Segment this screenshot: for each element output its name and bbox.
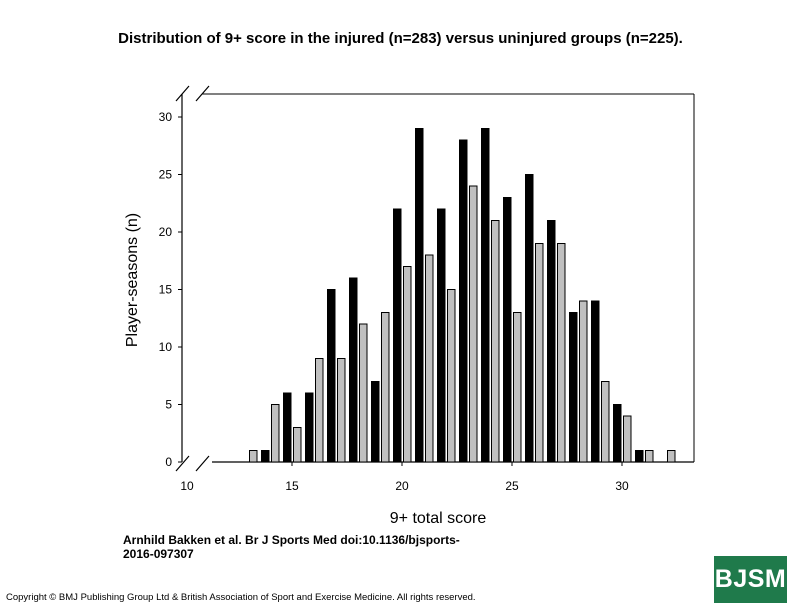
x-tick-label: 15 (285, 479, 299, 493)
bar-injured (503, 197, 512, 463)
bjsm-logo: BJSM (714, 556, 787, 603)
bar-uninjured (535, 243, 544, 463)
axis-break-mark (195, 455, 210, 472)
y-tick-label: 5 (165, 398, 172, 412)
bar-injured (327, 289, 336, 463)
bar-uninjured (249, 450, 258, 463)
chart-title: Distribution of 9+ score in the injured … (118, 30, 683, 47)
bar-injured (525, 174, 534, 463)
y-tick-label: 25 (159, 168, 173, 182)
bar-injured (349, 277, 358, 463)
copyright-notice: Copyright © BMJ Publishing Group Ltd & B… (6, 592, 476, 603)
citation: Arnhild Bakken et al. Br J Sports Med do… (123, 533, 503, 561)
x-tick-label: 10 (180, 479, 194, 493)
bar-uninjured (623, 415, 632, 463)
bar-injured (283, 392, 292, 463)
x-tick-label: 25 (505, 479, 519, 493)
bar-injured (591, 300, 600, 463)
citation-line-2: 2016-097307 (123, 547, 194, 561)
y-tick-label: 15 (159, 283, 173, 297)
bar-uninjured (381, 312, 390, 463)
bar-injured (371, 381, 380, 463)
bar-uninjured (667, 450, 676, 463)
bar-injured (261, 450, 270, 463)
x-tick-label: 20 (395, 479, 409, 493)
bar-uninjured (425, 254, 434, 463)
bar-injured (459, 139, 468, 463)
bar-uninjured (337, 358, 346, 463)
bar-uninjured (645, 450, 654, 463)
x-axis-label: 9+ total score (390, 510, 487, 527)
bar-injured (547, 220, 556, 463)
bar-uninjured (513, 312, 522, 463)
axis-break-mark (175, 455, 190, 472)
bars (249, 128, 676, 463)
bar-injured (569, 312, 578, 463)
bar-uninjured (315, 358, 324, 463)
x-tick-label: 30 (615, 479, 629, 493)
bar-uninjured (293, 427, 302, 463)
bar-injured (613, 404, 622, 463)
y-tick-label: 20 (159, 225, 173, 239)
bar-uninjured (447, 289, 456, 463)
bar-injured (437, 208, 446, 463)
bar-injured (415, 128, 424, 463)
bar-injured (305, 392, 314, 463)
bar-uninjured (579, 300, 588, 463)
y-tick-label: 10 (159, 340, 173, 354)
axis-break-mark (195, 85, 210, 102)
axes: 0 5 10 15 20 25 30 10 15 20 25 30 (159, 110, 629, 493)
bar-injured (393, 208, 402, 463)
bar-uninjured (359, 323, 368, 463)
bar-uninjured (557, 243, 566, 463)
y-axis-label: Player-seasons (n) (124, 213, 141, 347)
y-tick-label: 0 (165, 455, 172, 469)
bar-injured (635, 450, 644, 463)
bar-uninjured (271, 404, 280, 463)
bar-injured (481, 128, 490, 463)
y-tick-label: 30 (159, 110, 173, 124)
bar-uninjured (601, 381, 610, 463)
bar-uninjured (491, 220, 500, 463)
bar-uninjured (469, 185, 478, 463)
axis-break-mark (175, 85, 190, 102)
citation-line-1: Arnhild Bakken et al. Br J Sports Med do… (123, 533, 460, 547)
bar-uninjured (403, 266, 412, 463)
